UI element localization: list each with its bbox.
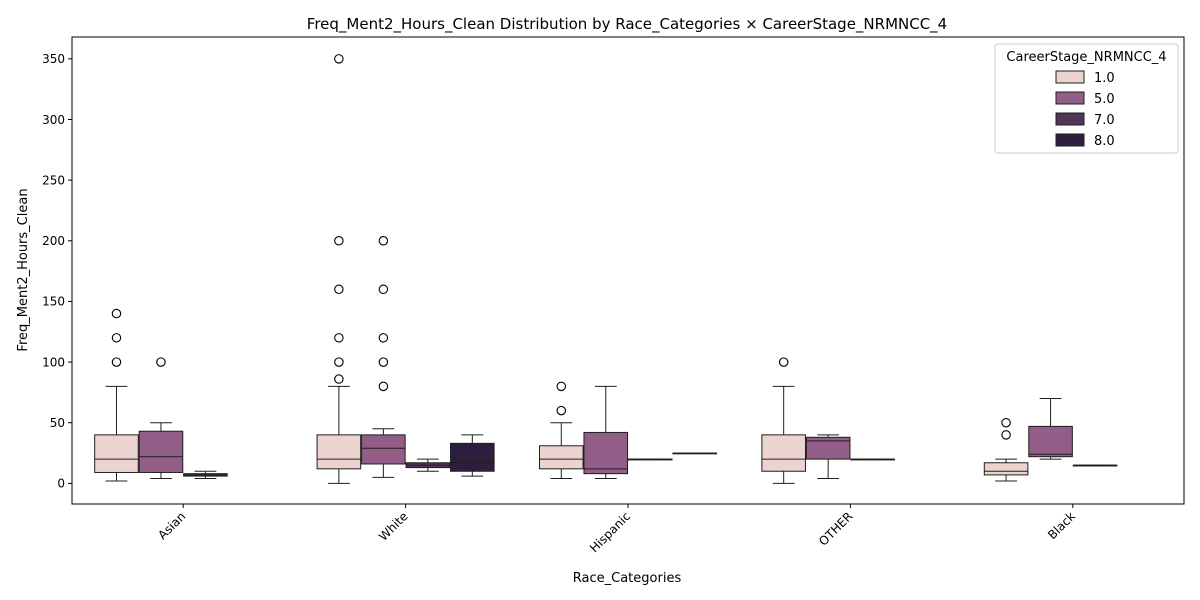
box-group <box>538 381 584 480</box>
chart-title: Freq_Ment2_Hours_Clean Distribution by R… <box>307 15 947 34</box>
box-group <box>805 434 851 480</box>
legend-label: 5.0 <box>1094 92 1115 107</box>
box <box>805 436 851 460</box>
legend-swatch <box>1055 112 1085 126</box>
legend-label: 1.0 <box>1094 71 1115 86</box>
box-group <box>1028 397 1073 460</box>
y-tick-label: 50 <box>50 416 65 430</box>
box-group <box>361 236 406 478</box>
y-tick-label: 0 <box>57 477 65 491</box>
outlier-point <box>156 357 166 367</box>
box <box>583 431 629 475</box>
box-group <box>672 452 718 455</box>
outlier-point <box>378 333 389 343</box>
outlier-point <box>378 284 389 295</box>
outlier-point <box>378 357 389 367</box>
box-group <box>405 458 451 472</box>
plot-area <box>94 54 1118 484</box>
y-tick-label: 300 <box>42 113 65 127</box>
legend-label: 7.0 <box>1094 113 1115 128</box>
box <box>983 462 1029 476</box>
y-tick-label: 350 <box>42 52 65 66</box>
outlier-point <box>334 54 344 64</box>
legend-swatch <box>1055 70 1085 84</box>
box-group <box>761 357 806 484</box>
box <box>361 434 406 465</box>
x-axis-title: Race_Categories <box>573 571 682 586</box>
outlier-point <box>334 357 344 367</box>
y-tick-label: 250 <box>42 173 65 187</box>
outlier-point <box>334 236 344 246</box>
box <box>450 442 495 472</box>
box <box>316 434 362 470</box>
legend-frame <box>994 43 1179 154</box>
outlier-point <box>334 333 344 343</box>
box <box>761 434 806 472</box>
x-tick-label: White <box>376 509 411 544</box>
x-tick-label: OTHER <box>816 509 855 548</box>
box-group <box>850 458 895 461</box>
box-group <box>183 470 228 480</box>
outlier-point <box>334 284 344 295</box>
x-tick-label: Hispanic <box>587 509 633 555</box>
legend-swatch <box>1055 91 1085 105</box>
outlier-point <box>556 381 567 392</box>
outlier-point <box>1001 430 1011 440</box>
box <box>138 430 184 473</box>
legend-swatch <box>1055 133 1085 147</box>
outlier-point <box>111 308 122 319</box>
y-axis-title: Freq_Ment2_Hours_Clean <box>16 188 31 351</box>
outlier-point <box>111 333 122 343</box>
outlier-point <box>111 357 122 367</box>
y-tick-label: 200 <box>42 234 65 248</box>
box-group <box>316 54 362 484</box>
box-group <box>138 357 184 480</box>
legend-label: 8.0 <box>1094 134 1115 149</box>
outlier-point <box>378 381 389 392</box>
outlier-point <box>778 357 789 367</box>
box-group <box>983 417 1029 482</box>
box <box>1028 425 1073 458</box>
y-tick-label: 100 <box>42 355 65 369</box>
y-axis: 0 50 100 150 200 250 300 350 <box>42 52 72 491</box>
legend: CareerStage_NRMNCC_4 1.0 5.0 7.0 8.0 <box>994 43 1179 154</box>
x-tick-label: Black <box>1045 509 1078 542</box>
x-axis: Asian White Hispanic OTHER Black <box>155 504 1078 555</box>
x-tick-label: Asian <box>155 509 188 542</box>
y-tick-label: 150 <box>42 295 65 309</box>
outlier-point <box>378 236 389 246</box>
box <box>94 434 139 473</box>
outlier-point <box>556 405 567 416</box>
box-group <box>94 308 139 482</box>
box <box>538 445 584 470</box>
box-group <box>1072 464 1118 467</box>
box-group <box>627 458 673 461</box>
box-group <box>450 434 495 477</box>
box-group <box>583 385 629 480</box>
outlier-point <box>1001 417 1011 428</box>
outlier-point <box>334 374 344 384</box>
legend-title: CareerStage_NRMNCC_4 <box>1006 50 1166 65</box>
